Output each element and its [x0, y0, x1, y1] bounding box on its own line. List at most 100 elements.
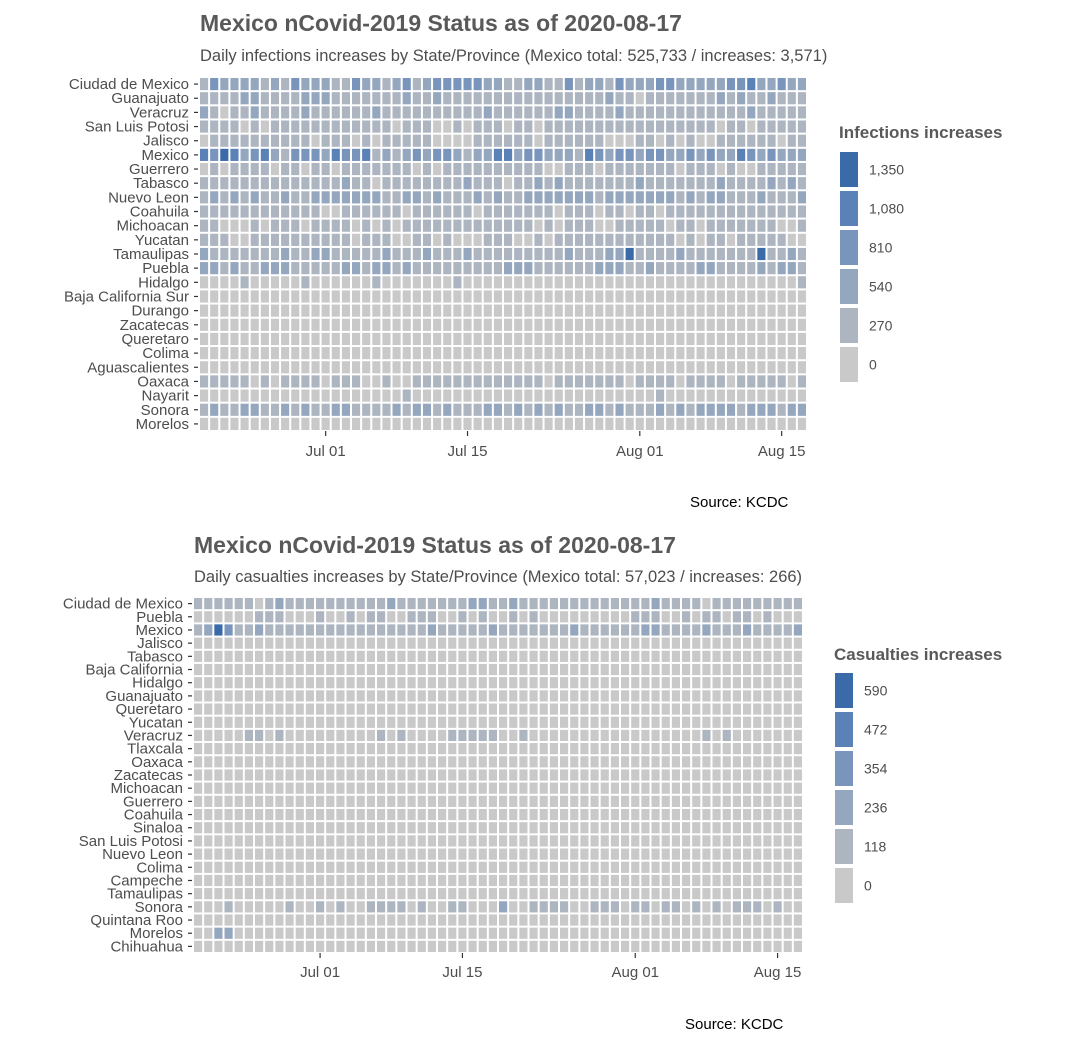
heatmap-cell [402, 361, 411, 374]
heatmap-cell [478, 940, 487, 952]
heatmap-cell [210, 318, 219, 331]
heatmap-cell [204, 690, 213, 702]
heatmap-cell [458, 716, 467, 728]
heatmap-cell [753, 637, 762, 649]
heatmap-cell [291, 332, 300, 346]
heatmap-cell [316, 808, 325, 821]
heatmap-cell [641, 716, 650, 728]
heatmap-cell [509, 716, 518, 728]
heatmap-cell [716, 276, 725, 289]
heatmap-cell [706, 375, 715, 388]
heatmap-cell [499, 677, 508, 689]
heatmap-cell [753, 663, 762, 676]
heatmap-cell [783, 637, 792, 649]
heatmap-cell [549, 901, 558, 913]
heatmap-cell [554, 162, 563, 176]
heatmap-cell [270, 262, 280, 275]
heatmap-cell [682, 743, 691, 755]
heatmap-cell [326, 743, 335, 755]
heatmap-cell [356, 677, 365, 689]
legend-swatch [840, 347, 858, 382]
heatmap-cell [726, 247, 736, 261]
heatmap-cell [797, 233, 806, 246]
heatmap-cell [661, 690, 670, 702]
heatmap-cell [539, 888, 548, 900]
heatmap-cell [726, 347, 736, 360]
heatmap-cell [666, 106, 675, 119]
heatmap-cell [356, 637, 365, 649]
heatmap-cell [726, 304, 736, 317]
heatmap-cell [427, 769, 436, 781]
heatmap-cell [732, 914, 741, 926]
x-tick-label: Aug 15 [754, 964, 802, 981]
heatmap-cell [787, 134, 796, 147]
heatmap-cell [621, 598, 630, 610]
heatmap-cell [560, 940, 569, 952]
heatmap-cell [244, 822, 253, 834]
heatmap-cell [696, 290, 705, 303]
heatmap-cell [387, 769, 396, 781]
heatmap-cell [747, 191, 756, 204]
heatmap-cell [244, 650, 253, 662]
heatmap-cell [712, 835, 721, 847]
heatmap-cell [204, 611, 213, 623]
heatmap-cell [793, 663, 802, 676]
heatmap-cell [402, 177, 411, 190]
heatmap-cell [427, 598, 436, 610]
heatmap-cell [336, 716, 345, 728]
heatmap-cell [519, 743, 528, 755]
heatmap-cell [204, 716, 213, 728]
heatmap-cell [651, 822, 660, 834]
heatmap-cell [220, 205, 229, 218]
heatmap-cell [539, 808, 548, 821]
heatmap-cell [473, 247, 482, 261]
heatmap-cell [224, 677, 233, 689]
heatmap-cell [250, 318, 259, 331]
heatmap-cell [220, 262, 229, 275]
heatmap-cell [301, 148, 310, 161]
heatmap-cell [743, 848, 752, 860]
heatmap-cell [773, 848, 782, 860]
heatmap-cell [200, 205, 209, 218]
heatmap-cell [392, 247, 401, 261]
heatmap-cell [590, 822, 599, 834]
heatmap-cell [763, 703, 772, 715]
heatmap-cell [574, 361, 584, 374]
heatmap-cell [352, 148, 361, 161]
heatmap-cell [270, 361, 280, 374]
heatmap-cell [549, 940, 558, 952]
heatmap-cell [605, 219, 614, 232]
heatmap-cell [753, 822, 762, 834]
heatmap-cell [417, 848, 426, 860]
heatmap-cell [311, 148, 320, 161]
heatmap-cell [341, 219, 350, 232]
heatmap-cell [651, 624, 660, 636]
heatmap-cell [407, 822, 416, 834]
heatmap-cell [656, 106, 665, 119]
heatmap-cell [346, 848, 355, 860]
heatmap-cell [230, 247, 239, 261]
heatmap-cell [275, 808, 284, 821]
heatmap-cell [580, 729, 589, 742]
heatmap-cell [534, 389, 543, 402]
heatmap-cell [747, 417, 756, 430]
heatmap-cell [448, 940, 457, 952]
heatmap-cell [483, 92, 492, 105]
heatmap-cell [316, 677, 325, 689]
heatmap-cell [702, 940, 711, 952]
heatmap-cell [651, 677, 660, 689]
heatmap-cell [458, 703, 467, 715]
heatmap-cell [397, 703, 406, 715]
heatmap-cell [478, 677, 487, 689]
heatmap-cell [422, 304, 432, 317]
heatmap-cell [305, 901, 314, 913]
heatmap-cell [234, 677, 243, 689]
heatmap-cell [743, 888, 752, 900]
x-tick-label: Aug 01 [616, 443, 664, 460]
heatmap-cell [682, 822, 691, 834]
heatmap-cell [747, 233, 756, 246]
heatmap-cell [392, 262, 401, 275]
heatmap-cell [666, 162, 675, 176]
heatmap-cell [433, 191, 442, 204]
heatmap-cell [580, 756, 589, 768]
